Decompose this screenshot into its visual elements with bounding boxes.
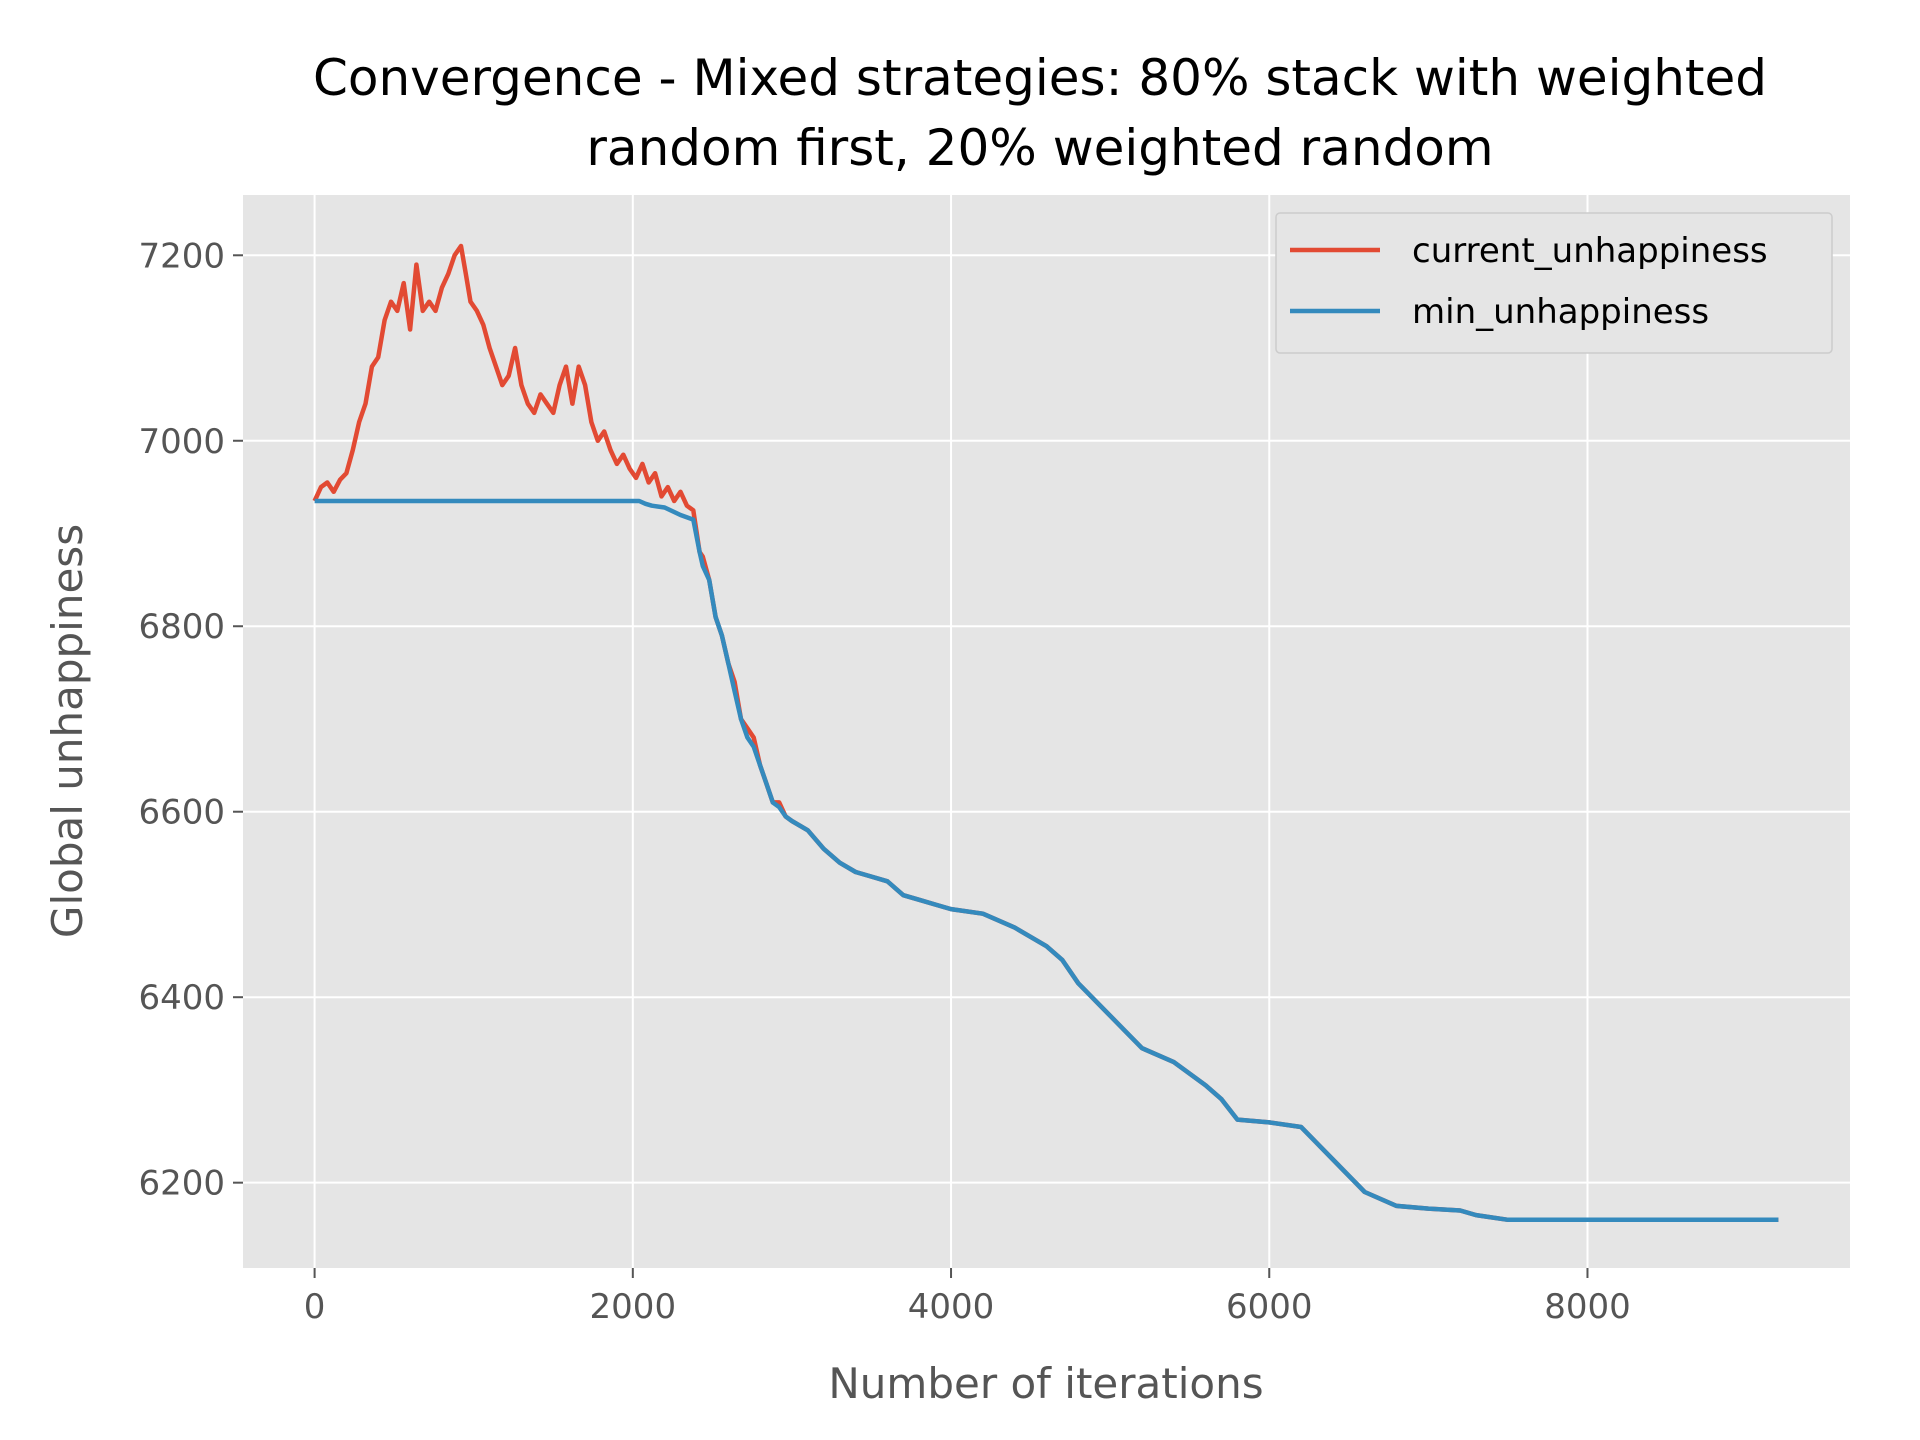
series-lines (312, 243, 1779, 1223)
legend-label-current-unhappiness: current_unhappiness (1412, 231, 1768, 271)
plot-area-background (243, 195, 1850, 1268)
x-axis-ticks: 0 2000 4000 6000 8000 (304, 1268, 1631, 1327)
y-tick-label: 6400 (138, 978, 225, 1018)
y-axis-ticks: 6200 6400 6600 6800 7000 7200 (138, 236, 243, 1204)
grid-lines (243, 195, 1850, 1268)
x-tick-label: 0 (304, 1287, 326, 1327)
legend-label-min-unhappiness: min_unhappiness (1412, 292, 1709, 332)
x-tick-label: 6000 (1226, 1287, 1313, 1327)
x-axis-label: Number of iterations (828, 1359, 1263, 1408)
series-line-min-unhappiness (314, 498, 1779, 1223)
legend: current_unhappiness min_unhappiness (1275, 212, 1833, 354)
x-tick-label: 8000 (1544, 1287, 1631, 1327)
y-axis-label: Global unhappiness (43, 524, 92, 938)
y-tick-label: 6600 (138, 793, 225, 833)
chart-title-line-1: Convergence - Mixed strategies: 80% stac… (313, 49, 1767, 107)
y-tick-label: 7200 (138, 236, 225, 276)
x-tick-label: 2000 (590, 1287, 677, 1327)
y-tick-label: 6200 (138, 1164, 225, 1204)
chart-title-line-2: random first, 20% weighted random (586, 119, 1493, 177)
x-tick-label: 4000 (908, 1287, 995, 1327)
legend-box (1275, 212, 1833, 354)
y-tick-label: 7000 (138, 422, 225, 462)
y-tick-label: 6800 (138, 607, 225, 647)
